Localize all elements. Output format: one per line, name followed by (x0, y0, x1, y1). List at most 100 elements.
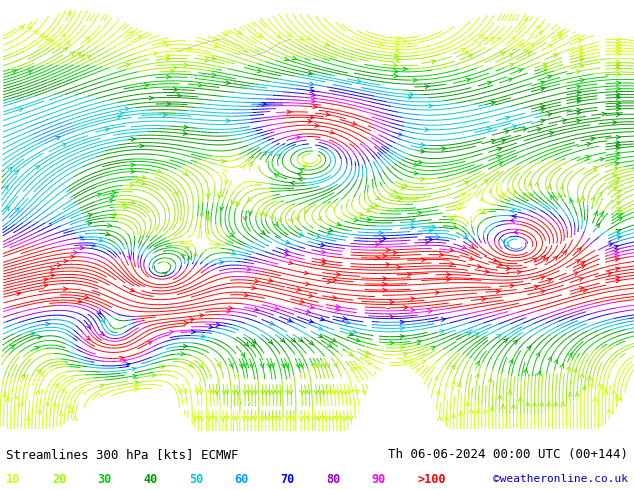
FancyArrowPatch shape (401, 186, 404, 190)
FancyArrowPatch shape (404, 306, 408, 310)
FancyArrowPatch shape (325, 390, 329, 394)
FancyArrowPatch shape (612, 187, 617, 191)
FancyArrowPatch shape (299, 233, 304, 236)
FancyArrowPatch shape (300, 299, 304, 303)
FancyArrowPatch shape (450, 262, 454, 266)
FancyArrowPatch shape (325, 42, 329, 46)
FancyArrowPatch shape (399, 410, 403, 414)
FancyArrowPatch shape (276, 34, 281, 38)
FancyArrowPatch shape (92, 12, 95, 16)
FancyArrowPatch shape (444, 416, 448, 421)
FancyArrowPatch shape (375, 243, 379, 246)
FancyArrowPatch shape (616, 146, 620, 150)
FancyArrowPatch shape (616, 34, 620, 38)
FancyArrowPatch shape (117, 115, 121, 119)
FancyArrowPatch shape (97, 193, 101, 197)
FancyArrowPatch shape (205, 58, 209, 62)
FancyArrowPatch shape (593, 397, 597, 401)
FancyArrowPatch shape (161, 365, 165, 368)
FancyArrowPatch shape (485, 270, 489, 273)
FancyArrowPatch shape (517, 12, 521, 16)
FancyArrowPatch shape (575, 392, 579, 397)
FancyArrowPatch shape (160, 8, 164, 12)
FancyArrowPatch shape (577, 198, 581, 202)
FancyArrowPatch shape (316, 235, 320, 239)
FancyArrowPatch shape (190, 318, 194, 321)
FancyArrowPatch shape (390, 300, 394, 304)
FancyArrowPatch shape (84, 295, 89, 299)
FancyArrowPatch shape (453, 225, 457, 228)
FancyArrowPatch shape (593, 167, 597, 171)
FancyArrowPatch shape (411, 308, 415, 312)
FancyArrowPatch shape (614, 182, 619, 186)
FancyArrowPatch shape (490, 37, 494, 41)
FancyArrowPatch shape (403, 40, 406, 44)
FancyArrowPatch shape (50, 268, 55, 271)
FancyArrowPatch shape (533, 402, 536, 406)
FancyArrowPatch shape (541, 276, 545, 279)
FancyArrowPatch shape (226, 119, 230, 122)
FancyArrowPatch shape (432, 60, 436, 64)
FancyArrowPatch shape (396, 15, 400, 19)
FancyArrowPatch shape (336, 272, 340, 276)
FancyArrowPatch shape (91, 414, 95, 418)
FancyArrowPatch shape (425, 128, 429, 132)
FancyArrowPatch shape (162, 272, 167, 276)
FancyArrowPatch shape (299, 338, 303, 342)
FancyArrowPatch shape (579, 55, 583, 59)
FancyArrowPatch shape (540, 81, 545, 85)
FancyArrowPatch shape (366, 218, 371, 221)
FancyArrowPatch shape (163, 113, 167, 117)
FancyArrowPatch shape (254, 279, 259, 283)
FancyArrowPatch shape (510, 63, 514, 67)
FancyArrowPatch shape (275, 306, 279, 310)
FancyArrowPatch shape (141, 181, 145, 185)
FancyArrowPatch shape (561, 402, 565, 406)
FancyArrowPatch shape (264, 390, 268, 394)
FancyArrowPatch shape (580, 373, 584, 378)
FancyArrowPatch shape (497, 147, 501, 151)
FancyArrowPatch shape (456, 207, 460, 211)
FancyArrowPatch shape (57, 263, 61, 267)
FancyArrowPatch shape (578, 39, 582, 43)
FancyArrowPatch shape (450, 248, 454, 252)
FancyArrowPatch shape (507, 189, 510, 193)
FancyArrowPatch shape (176, 20, 180, 24)
FancyArrowPatch shape (246, 416, 250, 420)
FancyArrowPatch shape (362, 390, 366, 394)
FancyArrowPatch shape (322, 363, 326, 368)
FancyArrowPatch shape (481, 297, 486, 301)
FancyArrowPatch shape (609, 243, 613, 246)
FancyArrowPatch shape (70, 255, 74, 259)
FancyArrowPatch shape (134, 398, 138, 402)
FancyArrowPatch shape (178, 94, 181, 98)
FancyArrowPatch shape (498, 162, 503, 166)
FancyArrowPatch shape (425, 241, 429, 245)
FancyArrowPatch shape (119, 419, 123, 423)
Text: 30: 30 (98, 473, 112, 486)
FancyArrowPatch shape (254, 390, 257, 394)
FancyArrowPatch shape (174, 88, 178, 92)
FancyArrowPatch shape (88, 12, 92, 16)
FancyArrowPatch shape (560, 364, 564, 368)
FancyArrowPatch shape (27, 416, 30, 421)
FancyArrowPatch shape (261, 230, 265, 234)
FancyArrowPatch shape (349, 416, 353, 420)
FancyArrowPatch shape (269, 151, 273, 155)
FancyArrowPatch shape (483, 37, 488, 42)
FancyArrowPatch shape (251, 9, 255, 14)
FancyArrowPatch shape (393, 190, 398, 194)
FancyArrowPatch shape (616, 64, 620, 68)
FancyArrowPatch shape (276, 154, 281, 158)
FancyArrowPatch shape (523, 193, 527, 197)
FancyArrowPatch shape (157, 34, 161, 38)
FancyArrowPatch shape (616, 230, 620, 233)
FancyArrowPatch shape (510, 209, 515, 213)
FancyArrowPatch shape (418, 211, 422, 215)
FancyArrowPatch shape (200, 314, 204, 318)
FancyArrowPatch shape (253, 416, 257, 420)
FancyArrowPatch shape (562, 119, 566, 122)
FancyArrowPatch shape (616, 81, 621, 85)
FancyArrowPatch shape (616, 37, 620, 41)
FancyArrowPatch shape (367, 416, 371, 420)
